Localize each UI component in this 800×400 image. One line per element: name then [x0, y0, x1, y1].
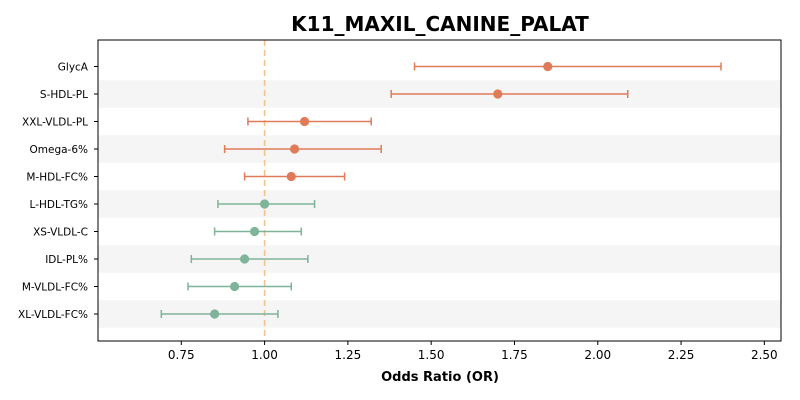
x-tick-label: 2.50	[751, 348, 778, 362]
or-point	[259, 199, 270, 209]
or-point	[289, 144, 300, 154]
x-tick-label: 1.00	[251, 348, 278, 362]
or-point	[249, 226, 260, 237]
forest-row	[247, 116, 372, 127]
forest-row	[187, 281, 292, 292]
x-axis-ticks: 0.75 1.00 1.25 1.50 1.75 2.00 2.25 2.50	[168, 341, 778, 362]
row-band	[98, 190, 781, 218]
forest-row	[413, 61, 722, 72]
x-axis-label: Odds Ratio (OR)	[381, 370, 499, 385]
forest-row	[223, 144, 382, 154]
or-point	[210, 309, 220, 319]
x-tick-label: 0.75	[168, 348, 195, 362]
forest-row	[190, 254, 309, 264]
forest-row	[213, 226, 302, 237]
y-axis-ticks: GlycA S-HDL-PL XXL-VLDL-PL Omega-6% M-HDL-FC…	[18, 62, 98, 321]
or-point	[230, 281, 240, 292]
x-tick-label: 2.25	[668, 348, 695, 362]
x-tick-label: 2.00	[584, 348, 611, 362]
plot-frame	[97, 39, 782, 342]
y-tick-label: S-HDL-PL	[40, 89, 88, 101]
forest-row	[390, 89, 629, 99]
or-point	[493, 89, 503, 99]
y-tick-label: M-VLDL-FC%	[22, 282, 88, 294]
x-tick-label: 1.75	[501, 348, 528, 362]
or-point	[543, 61, 553, 72]
x-tick-label: 1.50	[418, 348, 445, 362]
y-tick-label: XS-VLDL-C	[33, 227, 88, 239]
or-point	[286, 171, 296, 182]
y-tick-label: XL-VLDL-FC%	[18, 309, 88, 321]
y-tick-label: GlycA	[58, 62, 89, 74]
or-point	[299, 116, 310, 127]
forest-row	[217, 199, 316, 209]
forest-row	[243, 171, 346, 182]
y-tick-label: M-HDL-FC%	[26, 172, 88, 184]
chart-title: K11_MAXIL_CANINE_PALAT	[291, 12, 589, 36]
y-tick-label: IDL-PL%	[45, 254, 88, 266]
y-tick-label: Omega-6%	[30, 144, 89, 156]
y-tick-label: XXL-VLDL-PL	[22, 117, 88, 129]
row-band	[98, 135, 781, 163]
y-tick-label: L-HDL-TG%	[30, 199, 88, 211]
forest-row	[160, 309, 279, 319]
data-marks	[160, 61, 722, 319]
row-bands	[98, 80, 781, 328]
or-point	[239, 254, 250, 264]
x-tick-label: 1.25	[335, 348, 362, 362]
